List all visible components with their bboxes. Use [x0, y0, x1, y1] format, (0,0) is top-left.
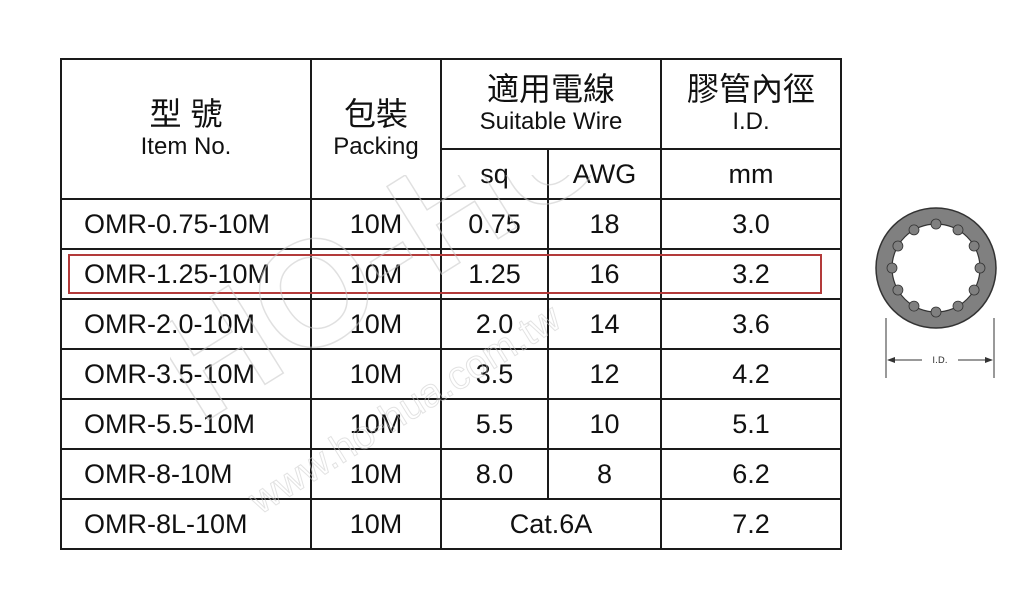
cell-awg: 18 — [546, 198, 663, 250]
cell-packing: 10M — [310, 198, 442, 250]
tube-inner-bore-icon — [891, 223, 981, 313]
tube-cross-section-diagram: I.D. — [875, 207, 997, 378]
header-mm: mm — [660, 148, 843, 200]
cell-packing: 10M — [310, 448, 442, 500]
arrow-right-icon — [985, 357, 993, 363]
cell-sq: 8.0 — [440, 448, 549, 500]
cell-sq: 1.25 — [440, 248, 549, 300]
table-row: OMR-1.25-10M 10M 1.25 16 3.2 — [60, 248, 843, 300]
table-row: OMR-8-10M 10M 8.0 8 6.2 — [60, 448, 843, 500]
cell-packing: 10M — [310, 248, 442, 300]
header-packing-zh: 包裝 — [343, 96, 408, 133]
cell-sq: 5.5 — [440, 398, 549, 450]
header-suitable-wire: 適用電線 Suitable Wire — [439, 58, 663, 150]
tube-rib — [968, 240, 980, 252]
tube-rib — [974, 262, 986, 274]
cell-item: OMR-5.5-10M — [60, 398, 312, 450]
cell-item: OMR-0.75-10M — [60, 198, 312, 250]
table-row: OMR-8L-10M 10M Cat.6A 7.2 — [60, 498, 843, 550]
header-item-no: 型 號 Item No. — [60, 58, 312, 200]
header-packing: 包裝 Packing — [310, 58, 442, 200]
header-item-en: Item No. — [140, 133, 232, 160]
cell-sq: 0.75 — [440, 198, 549, 250]
header-id-en: I.D. — [732, 108, 770, 135]
cell-sq: 3.5 — [440, 348, 549, 400]
cell-id: 7.2 — [660, 498, 843, 550]
header-id-zh: 膠管內徑 — [687, 71, 816, 108]
tube-rib — [930, 306, 942, 318]
cell-id: 3.2 — [660, 248, 843, 300]
cell-awg: 12 — [546, 348, 663, 400]
cell-item: OMR-2.0-10M — [60, 298, 312, 350]
table-row: OMR-5.5-10M 10M 5.5 10 5.1 — [60, 398, 843, 450]
tube-rib — [930, 218, 942, 230]
header-inner-diameter: 膠管內徑 I.D. — [660, 58, 843, 150]
header-item-zh: 型 號 — [149, 96, 223, 133]
cell-id: 5.1 — [660, 398, 843, 450]
header-sq: sq — [440, 148, 549, 200]
cell-awg: 10 — [546, 398, 663, 450]
cell-packing: 10M — [310, 398, 442, 450]
tube-rib — [892, 240, 904, 252]
cell-item: OMR-1.25-10M — [60, 248, 312, 300]
tube-rib — [952, 300, 964, 312]
cell-item: OMR-3.5-10M — [60, 348, 312, 400]
arrow-left-icon — [887, 357, 895, 363]
cell-packing: 10M — [310, 298, 442, 350]
cell-awg: 16 — [546, 248, 663, 300]
cell-sq: 2.0 — [440, 298, 549, 350]
tube-rib — [952, 224, 964, 236]
id-label: I.D. — [932, 356, 947, 366]
cell-item: OMR-8L-10M — [60, 498, 312, 550]
tube-rib — [968, 284, 980, 296]
cell-awg: 14 — [546, 298, 663, 350]
tube-rib — [886, 262, 898, 274]
cell-packing: 10M — [310, 348, 442, 400]
tube-rib — [892, 284, 904, 296]
cell-id: 4.2 — [660, 348, 843, 400]
cell-wire: Cat.6A — [439, 498, 663, 550]
cell-id: 3.0 — [660, 198, 843, 250]
cell-id: 6.2 — [660, 448, 843, 500]
header-packing-en: Packing — [333, 133, 419, 160]
tube-rib — [908, 224, 920, 236]
tube-rib-group — [886, 218, 986, 318]
cell-id: 3.6 — [660, 298, 843, 350]
header-wire-zh: 適用電線 — [487, 71, 616, 108]
table-row: OMR-0.75-10M 10M 0.75 18 3.0 — [60, 198, 843, 250]
cell-packing: 10M — [310, 498, 442, 550]
header-wire-en: Suitable Wire — [479, 108, 623, 135]
cell-awg: 8 — [546, 448, 663, 500]
table-row: OMR-2.0-10M 10M 2.0 14 3.6 — [60, 298, 843, 350]
header-awg: AWG — [546, 148, 663, 200]
table-row: OMR-3.5-10M 10M 3.5 12 4.2 — [60, 348, 843, 400]
cell-item: OMR-8-10M — [60, 448, 312, 500]
tube-rib — [908, 300, 920, 312]
spec-table: 型 號 Item No. 包裝 Packing 適用電線 Suitable Wi… — [60, 58, 843, 550]
